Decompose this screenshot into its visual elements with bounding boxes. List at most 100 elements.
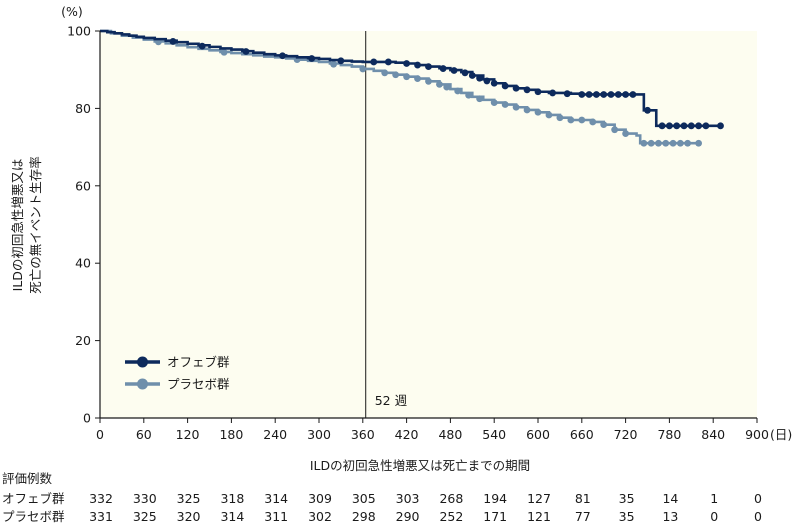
censor-marker-placebo [600, 121, 608, 129]
censor-marker-placebo [512, 103, 520, 111]
censor-marker-ofev [425, 63, 432, 71]
censor-marker-placebo [695, 139, 702, 147]
x-tick-label: 600 [526, 427, 550, 442]
censor-marker-placebo [443, 83, 451, 91]
censor-marker-ofev [384, 58, 392, 66]
risk-value-placebo: 331 [89, 509, 113, 524]
risk-value-placebo: 121 [527, 509, 551, 524]
x-tick-label: 180 [219, 427, 243, 442]
censor-marker-ofev [695, 122, 702, 130]
x-tick-label: 660 [570, 427, 594, 442]
y-tick-label: 20 [75, 333, 91, 348]
risk-row-label-placebo: プラセボ群 [2, 509, 65, 524]
risk-value-ofev: 0 [754, 491, 762, 506]
censor-marker-ofev [563, 90, 571, 98]
risk-value-ofev: 305 [352, 491, 376, 506]
risk-value-ofev: 268 [439, 491, 463, 506]
legend-marker-ofev [137, 356, 148, 368]
censor-marker-ofev [490, 79, 498, 87]
legend-item-placebo: プラセボ群 [125, 377, 230, 392]
censor-marker-ofev [717, 122, 724, 130]
censor-marker-placebo [403, 73, 410, 81]
censor-marker-placebo [220, 48, 228, 56]
censor-marker-placebo [359, 65, 367, 73]
x-tick-label: 240 [263, 427, 287, 442]
risk-value-ofev: 318 [220, 491, 244, 506]
censor-marker-placebo [392, 71, 400, 79]
censor-marker-ofev [593, 91, 600, 98]
censor-marker-placebo [669, 139, 677, 147]
censor-marker-placebo [676, 139, 684, 147]
x-tick-label: 480 [438, 427, 462, 442]
y-axis-title-line1: ILDの初回急性増悪又は [10, 159, 25, 292]
y-tick-label: 100 [67, 24, 91, 39]
censor-marker-ofev [629, 91, 637, 98]
censor-marker-ofev [644, 106, 651, 114]
censor-marker-placebo [454, 87, 462, 95]
x-tick-label: 540 [482, 427, 506, 442]
risk-value-ofev: 303 [396, 491, 420, 506]
censor-marker-ofev [607, 91, 615, 98]
censor-marker-placebo [534, 108, 542, 116]
plot-area [100, 31, 757, 418]
risk-value-placebo: 325 [133, 509, 157, 524]
risk-value-placebo: 311 [264, 509, 288, 524]
censor-marker-ofev [279, 52, 286, 60]
censor-marker-placebo [578, 116, 586, 124]
risk-value-ofev: 35 [619, 491, 635, 506]
risk-value-ofev: 81 [575, 491, 591, 506]
censor-marker-ofev [169, 38, 177, 45]
x-tick-label: 840 [701, 427, 725, 442]
censor-marker-placebo [523, 106, 531, 114]
legend-marker-placebo [137, 378, 148, 390]
risk-value-ofev: 325 [177, 491, 201, 506]
censor-marker-placebo [414, 75, 421, 83]
censor-marker-placebo [425, 77, 432, 85]
x-tick-label: 420 [395, 427, 419, 442]
risk-value-ofev: 332 [89, 491, 113, 506]
censor-marker-placebo [640, 139, 648, 147]
y-tick-label: 60 [75, 178, 91, 193]
risk-value-placebo: 13 [662, 509, 678, 524]
x-tick-label: 60 [136, 427, 152, 442]
x-tick-label: 300 [307, 427, 331, 442]
censor-marker-ofev [512, 84, 520, 92]
week-52-label: 52 週 [375, 393, 408, 408]
censor-marker-ofev [308, 55, 316, 62]
censor-marker-ofev [414, 61, 421, 69]
censor-marker-ofev [687, 122, 695, 130]
risk-value-ofev: 127 [527, 491, 551, 506]
risk-value-ofev: 194 [483, 491, 507, 506]
risk-value-ofev: 1 [710, 491, 718, 506]
censor-marker-ofev [702, 122, 710, 130]
risk-value-placebo: 171 [483, 509, 507, 524]
censor-marker-placebo [567, 116, 575, 124]
censor-marker-ofev [523, 86, 531, 94]
y-axis-title: ILDの初回急性増悪又は 死亡の無イベント生存率 [10, 156, 43, 294]
censor-marker-ofev [439, 65, 447, 72]
censor-marker-ofev [549, 89, 556, 97]
censor-marker-placebo [611, 126, 619, 134]
censor-marker-placebo [684, 139, 692, 147]
x-tick-label: 780 [657, 427, 681, 442]
censor-marker-placebo [330, 60, 337, 68]
risk-table: 評価例数 オフェブ群 プラセボ群 332 330 325 318 314 309 305 30… [2, 471, 762, 524]
censor-marker-ofev [585, 91, 593, 98]
x-unit-label: (日) [770, 427, 792, 442]
risk-value-placebo: 298 [352, 509, 376, 524]
censor-marker-ofev [658, 122, 666, 130]
risk-value-ofev: 330 [133, 491, 157, 506]
censor-marker-ofev [337, 57, 345, 65]
y-unit-label: (%) [61, 4, 83, 19]
risk-value-placebo: 302 [308, 509, 332, 524]
risk-value-placebo: 0 [710, 509, 718, 524]
censor-marker-ofev [450, 67, 458, 74]
y-tick-label: 0 [83, 411, 91, 426]
risk-value-placebo: 320 [177, 509, 201, 524]
x-tick-label: 720 [614, 427, 638, 442]
risk-value-placebo: 252 [439, 509, 463, 524]
legend: オフェブ群 プラセボ群 [125, 355, 230, 392]
censor-marker-placebo [655, 139, 662, 147]
censor-marker-placebo [622, 130, 629, 137]
censor-marker-ofev [461, 69, 469, 77]
